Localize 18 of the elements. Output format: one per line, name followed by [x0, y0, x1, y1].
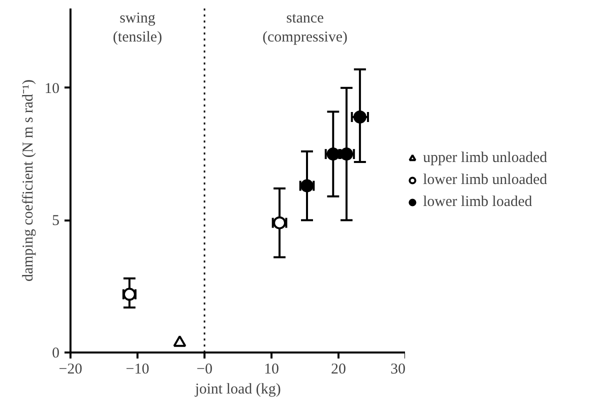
legend-label: lower limb unloaded [423, 172, 548, 188]
legend-label: lower limb loaded [423, 194, 532, 210]
x-tick-label: −0 [196, 362, 212, 378]
x-tick-label: −20 [58, 362, 82, 378]
annotation: swing (tensile) [112, 10, 162, 46]
legend-label: upper limb unloaded [423, 150, 548, 166]
x-tick-label: 30 [390, 362, 406, 378]
y-axis-title: damping coefficient (N m s rad⁻¹) [20, 79, 36, 282]
y-tick-label: 10 [44, 80, 60, 97]
x-axis-title: joint load (kg) [194, 382, 281, 398]
point [173, 335, 186, 347]
x-tick-label: −10 [126, 362, 150, 378]
y-tick-label: 0 [52, 346, 60, 362]
x-tick-label: 20 [331, 362, 346, 378]
x-tick-label: 10 [264, 362, 279, 378]
y-tick-label: 5 [52, 213, 60, 230]
point [353, 110, 366, 124]
annotation: stance (compressive) [262, 10, 348, 46]
